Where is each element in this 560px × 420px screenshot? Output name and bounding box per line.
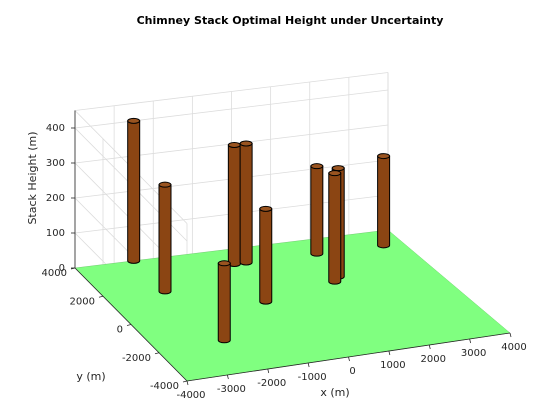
stack: [217, 260, 231, 344]
x-tick-mark: [469, 338, 472, 344]
stack: [310, 163, 324, 257]
y-tick-mark: [98, 295, 104, 298]
stack-top: [331, 165, 345, 172]
x-tick-label: 0: [349, 366, 355, 377]
z-tick-label: 400: [46, 123, 65, 134]
y-tick-mark: [126, 324, 132, 326]
stack-top: [158, 181, 172, 188]
x-tick-label: 1000: [380, 360, 405, 371]
stack: [239, 140, 253, 266]
stacks-group: [127, 117, 391, 344]
y-tick-mark: [182, 380, 188, 383]
y-tick-label: 0: [117, 325, 123, 336]
x-tick-mark: [267, 368, 270, 374]
stack-body: [310, 165, 324, 257]
stack-body: [127, 120, 141, 264]
stack-top: [310, 163, 324, 170]
stack-body: [259, 208, 273, 305]
stack: [127, 117, 141, 264]
stack-top: [239, 140, 253, 147]
stack-top: [127, 117, 141, 124]
stack-body: [239, 143, 253, 266]
x-tick-label: 3000: [461, 348, 486, 359]
x-axis-label: x (m): [320, 386, 349, 399]
stack: [158, 181, 172, 295]
z-tick-label: 0: [59, 263, 65, 274]
y-tick-label: 4000: [42, 268, 67, 279]
x-tick-label: -4000: [176, 390, 205, 401]
stack-body: [328, 172, 342, 285]
stack: [227, 141, 241, 267]
stack-top: [259, 205, 273, 212]
x-tick-label: -3000: [217, 384, 246, 395]
y-tick-label: -4000: [150, 381, 179, 392]
x-tick-mark: [348, 356, 350, 362]
x-tick-mark: [186, 380, 189, 386]
x-tick-mark: [388, 350, 391, 356]
x-tick-label: 4000: [501, 342, 526, 353]
x-tick-mark: [509, 332, 512, 338]
x-tick-label: 2000: [421, 354, 446, 365]
stack: [328, 170, 342, 285]
y-axis-label: y (m): [76, 370, 105, 383]
stack-top: [217, 260, 231, 267]
z-tick-label: 300: [46, 158, 65, 169]
stack-body: [158, 184, 172, 295]
tick-labels: -4000-3000-2000-100001000200030004000-40…: [42, 123, 527, 401]
stack-body: [217, 262, 231, 344]
x-tick-label: -1000: [298, 372, 327, 383]
stack: [259, 205, 273, 305]
stack-body: [227, 144, 241, 267]
z-axis-label: Stack Height (m): [26, 131, 39, 224]
stack: [377, 153, 391, 249]
stack-top: [328, 170, 342, 177]
y-tick-label: -2000: [122, 353, 151, 364]
x-tick-mark: [307, 362, 310, 368]
x-tick-label: -2000: [257, 378, 286, 389]
z-tick-label: 100: [46, 228, 65, 239]
stack-top: [377, 153, 391, 160]
chart-title: Chimney Stack Optimal Height under Uncer…: [137, 14, 444, 27]
x-tick-mark: [428, 344, 431, 350]
z-tick-label: 200: [46, 193, 65, 204]
x-tick-mark: [226, 374, 229, 380]
stack-top: [227, 141, 241, 148]
stack-body: [377, 155, 391, 249]
y-tick-label: 2000: [70, 296, 95, 307]
y-tick-mark: [154, 352, 160, 355]
